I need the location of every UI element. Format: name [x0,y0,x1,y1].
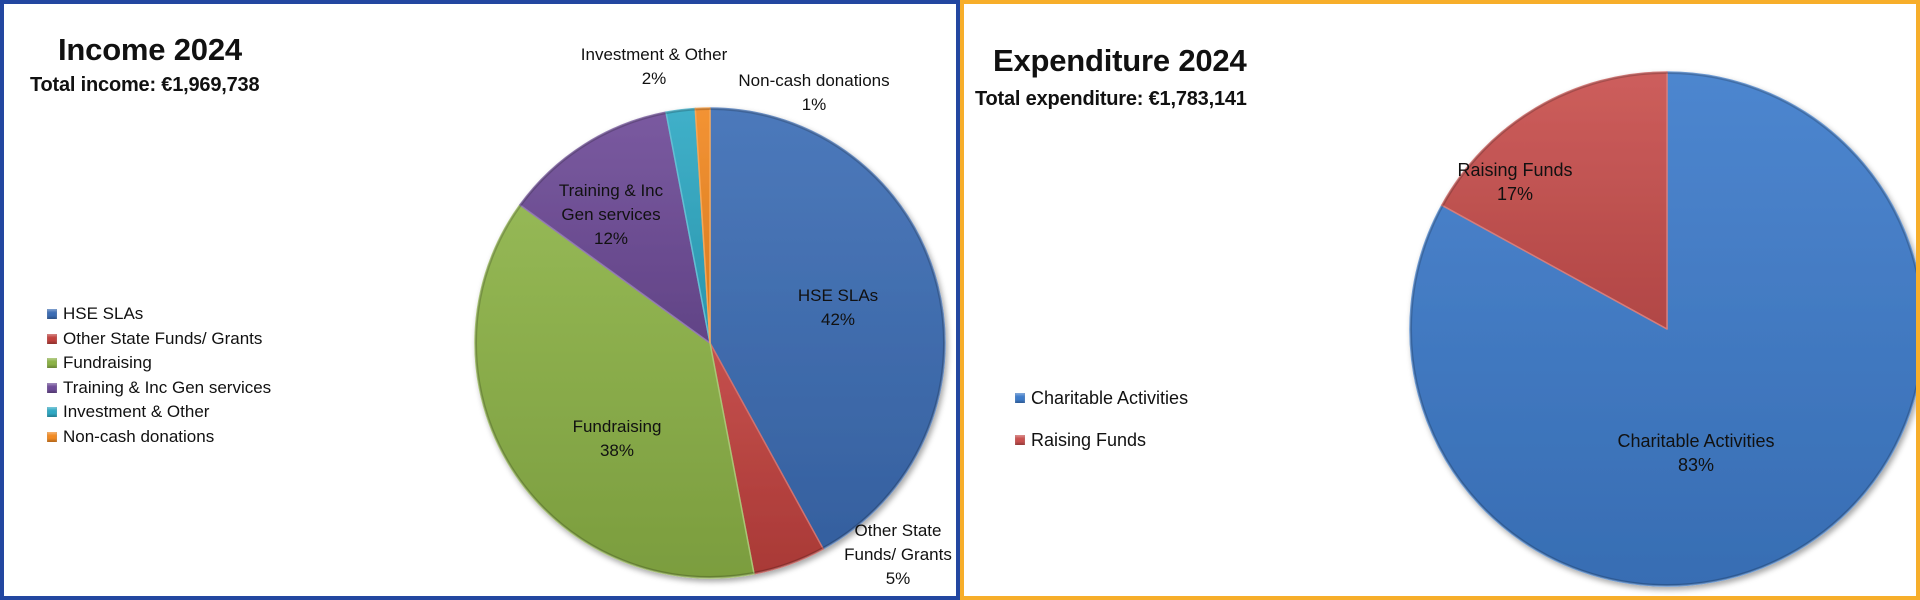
expenditure-legend: Charitable Activities Raising Funds [1015,377,1188,461]
legend-item-training: Training & Inc Gen services [47,376,271,401]
income-pie-chart [474,107,946,579]
legend-item-raising-funds: Raising Funds [1015,419,1188,461]
income-chart-panel: Income 2024 Total income: €1,969,738 HSE… [0,0,960,600]
pie-slice-hse-slas [709,107,946,550]
expenditure-chart-panel: Expenditure 2024 Total expenditure: €1,7… [960,0,1920,600]
expenditure-pie-chart [1409,71,1916,587]
legend-marker-icon [47,309,57,320]
legend-marker-icon [47,431,57,442]
slice-label-non-cash: Non-cash donations 1% [738,71,890,114]
legend-item-investment: Investment & Other [47,400,271,425]
legend-label: Raising Funds [1031,429,1147,450]
legend-label: Investment & Other [63,402,210,422]
income-total: Total income: €1,969,738 [30,74,260,96]
pie-slice-non-cash-donations [694,107,711,344]
pie-rim [475,108,945,578]
income-legend: HSE SLAs Other State Funds/ Grants Fundr… [47,302,271,449]
pie-slice-fundraising [474,204,755,579]
pie-rim [1410,72,1916,586]
legend-item-hse-slas: HSE SLAs [47,302,271,327]
expenditure-title: Expenditure 2024 [993,43,1247,78]
slice-label-fundraising: Fundraising 38% [572,417,662,460]
legend-item-other-state-funds: Other State Funds/ Grants [47,327,271,352]
pie-slice-training-inc-gen-services [519,111,711,344]
legend-label: Charitable Activities [1031,387,1189,408]
legend-marker-icon [1015,393,1025,403]
income-title: Income 2024 [58,32,242,67]
legend-item-non-cash: Non-cash donations [47,425,271,450]
legend-marker-icon [1015,435,1025,445]
pie-slice-raising-funds [1441,71,1668,330]
slice-label-charitable-activities: Charitable Activities 83% [1617,431,1775,475]
legend-item-fundraising: Fundraising [47,351,271,376]
slice-label-investment: Investment & Other 2% [580,45,728,88]
slice-label-hse-slas: HSE SLAs 42% [797,286,879,329]
legend-label: Non-cash donations [63,426,215,446]
legend-label: Fundraising [63,353,152,373]
legend-label: HSE SLAs [63,304,144,324]
legend-marker-icon [47,358,57,369]
legend-item-charitable-activities: Charitable Activities [1015,377,1188,419]
expenditure-total: Total expenditure: €1,783,141 [975,88,1247,110]
slice-label-other-state-funds: Other State Funds/ Grants 5% [844,521,952,588]
legend-label: Other State Funds/ Grants [63,328,263,348]
legend-label: Training & Inc Gen services [63,377,272,397]
slice-label-raising-funds: Raising Funds 17% [1457,160,1573,204]
legend-marker-icon [47,407,57,418]
legend-marker-icon [47,382,57,393]
legend-marker-icon [47,333,57,344]
slice-label-training: Training & Inc Gen services 12% [558,181,664,248]
pie-slice-charitable-activities [1409,71,1916,587]
